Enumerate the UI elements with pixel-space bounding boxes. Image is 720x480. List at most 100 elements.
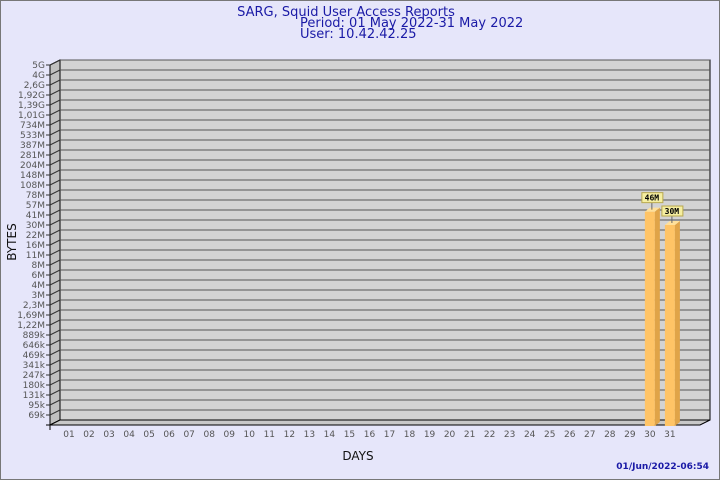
grid-line-wall: [49, 189, 61, 196]
chart-period: Period: 01 May 2022-31 May 2022: [300, 16, 523, 31]
x-tick-label: 28: [604, 430, 616, 440]
y-tick-label: 734M: [20, 121, 45, 131]
data-label: 46M: [645, 194, 660, 203]
y-tick-label: 469k: [23, 351, 46, 361]
grid-line-wall: [49, 109, 61, 116]
grid-line-wall: [49, 59, 61, 66]
x-tick-label: 27: [584, 430, 595, 440]
x-tick-label: 23: [504, 430, 515, 440]
y-tick-label: 341k: [23, 361, 46, 371]
data-label: 30M: [665, 207, 680, 216]
grid-line-wall: [49, 229, 61, 236]
y-tick-label: 78M: [26, 191, 45, 201]
chart-title: SARG, Squid User Access Reports: [237, 5, 455, 20]
bar-day-31: [664, 225, 675, 426]
bar-side-day-30: [654, 207, 660, 426]
grid-line-wall: [49, 369, 61, 376]
y-tick-label: 148M: [20, 171, 45, 181]
plot-floor: [49, 419, 711, 426]
x-tick-label: 16: [364, 430, 376, 440]
x-tick-label: 13: [304, 430, 315, 440]
grid-line-wall: [49, 329, 61, 336]
x-tick-label: 22: [484, 430, 495, 440]
y-tick-label: 22M: [26, 231, 45, 241]
x-tick-label: 12: [284, 430, 295, 440]
y-tick-label: 108M: [20, 181, 45, 191]
y-tick-label: 1,69M: [17, 311, 45, 321]
generated-timestamp: 01/Jun/2022-06:54: [616, 462, 709, 472]
grid-line-wall: [49, 359, 61, 366]
y-tick-label: 180k: [23, 381, 46, 391]
grid-line-wall: [49, 349, 61, 356]
grid-line-wall: [49, 159, 61, 166]
x-tick-label: 01: [63, 430, 74, 440]
grid-line-wall: [49, 379, 61, 386]
grid-line-wall: [49, 259, 61, 266]
y-tick-label: 204M: [20, 161, 45, 171]
grid-line-wall: [49, 69, 61, 76]
y-tick-label: 1,92G: [18, 91, 45, 101]
grid-line-wall: [49, 309, 61, 316]
y-tick-label: 4M: [32, 281, 46, 291]
data-label-box: [641, 192, 664, 204]
y-tick-label: 281M: [20, 151, 45, 161]
y-tick-label: 131k: [23, 391, 46, 401]
y-tick-label: 69k: [28, 411, 45, 421]
grid-line-wall: [49, 249, 61, 256]
y-tick-label: 4G: [32, 71, 45, 81]
y-tick-label: 387M: [20, 141, 45, 151]
grid-line-wall: [49, 389, 61, 396]
x-tick-label: 30: [644, 430, 656, 440]
x-tick-label: 19: [424, 430, 436, 440]
x-tick-label: 14: [324, 430, 336, 440]
grid-line-wall: [49, 399, 61, 406]
x-tick-label: 06: [163, 430, 175, 440]
x-tick-label: 15: [344, 430, 355, 440]
y-tick-label: 8M: [32, 261, 46, 271]
x-tick-label: 11: [264, 430, 275, 440]
y-tick-label: 30M: [26, 221, 45, 231]
y-tick-label: 3M: [32, 291, 46, 301]
x-tick-label: 02: [83, 430, 94, 440]
x-tick-label: 18: [404, 430, 416, 440]
y-tick-label: 247k: [23, 371, 46, 381]
x-tick-label: 10: [244, 430, 256, 440]
y-tick-label: 57M: [26, 201, 45, 211]
y-tick-label: 1,39G: [18, 101, 45, 111]
bar-side-day-31: [674, 221, 680, 426]
grid-line-wall: [49, 279, 61, 286]
grid-line-wall: [49, 89, 61, 96]
x-tick-label: 03: [103, 430, 114, 440]
data-label-box: [661, 205, 684, 217]
grid-line-wall: [49, 269, 61, 276]
y-tick-label: 1,01G: [18, 111, 45, 121]
grid-line-wall: [49, 319, 61, 326]
grid-line-wall: [49, 79, 61, 86]
y-tick-label: 11M: [26, 251, 45, 261]
x-tick-label: 04: [123, 430, 135, 440]
y-tick-label: 41M: [26, 211, 45, 221]
y-tick-label: 2,3M: [23, 301, 45, 311]
grid-line-wall: [49, 409, 61, 416]
x-tick-label: 24: [524, 430, 536, 440]
x-tick-label: 17: [384, 430, 395, 440]
grid-line-wall: [49, 289, 61, 296]
grid-line-wall: [49, 219, 61, 226]
y-tick-label: 1,22M: [17, 321, 45, 331]
grid-line-wall: [49, 169, 61, 176]
y-tick-label: 533M: [20, 131, 45, 141]
y-tick-label: 5G: [32, 61, 45, 71]
y-tick-label: 16M: [26, 241, 45, 251]
x-tick-label: 26: [564, 430, 576, 440]
x-tick-label: 07: [183, 430, 194, 440]
grid-line-wall: [49, 119, 61, 126]
grid-line-wall: [49, 199, 61, 206]
x-axis-label: DAYS: [342, 449, 373, 463]
grid-line-wall: [49, 209, 61, 216]
grid-line-wall: [49, 99, 61, 106]
y-tick-label: 646k: [23, 341, 46, 351]
grid-line-wall: [49, 179, 61, 186]
x-tick-label: 05: [143, 430, 154, 440]
x-tick-label: 29: [624, 430, 636, 440]
